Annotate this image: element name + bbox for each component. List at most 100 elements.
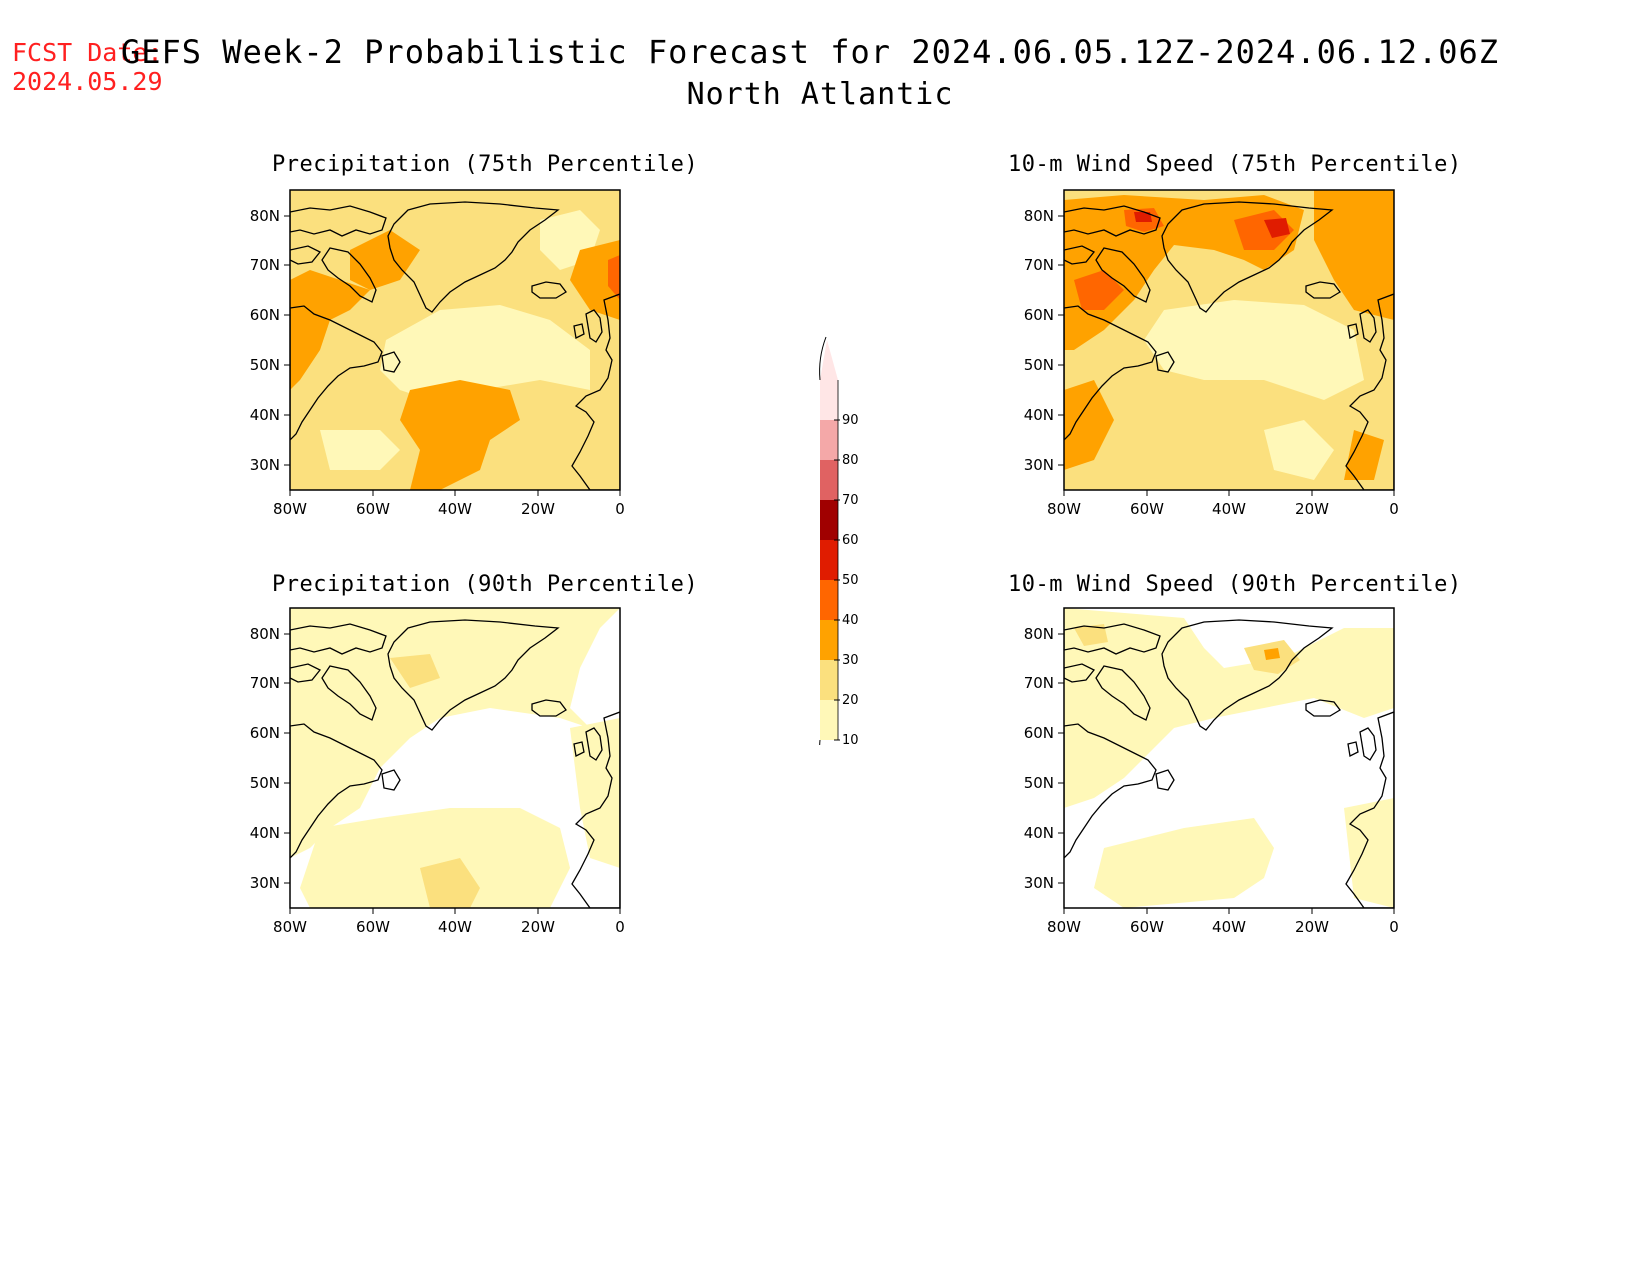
coastline (1064, 723, 1157, 859)
probability-shading (1314, 190, 1394, 320)
lat-label: 40N (1024, 406, 1054, 424)
colorbar-label: 40 (842, 613, 859, 628)
coastline (1064, 623, 1161, 655)
lat-label: 80N (250, 625, 280, 643)
main-title: GEFS Week-2 Probabilistic Forecast for 2… (120, 33, 1500, 71)
colorbar-swatch (820, 660, 838, 700)
lon-label: 20W (1295, 500, 1329, 518)
coastline (1155, 351, 1175, 373)
lat-label: 60N (250, 306, 280, 324)
coastline (1345, 293, 1394, 490)
colorbar-swatch (820, 620, 838, 660)
lat-label: 40N (250, 824, 280, 842)
coastline (290, 623, 387, 655)
lon-label: 20W (521, 500, 555, 518)
coastline (571, 711, 620, 908)
probability-shading (1264, 420, 1334, 480)
lat-label: 30N (1024, 456, 1054, 474)
coastline (1064, 305, 1157, 441)
lon-label: 20W (1295, 918, 1329, 936)
colorbar-label: 50 (842, 573, 859, 588)
colorbar-swatch (820, 380, 838, 420)
colorbar-top-end (820, 340, 838, 380)
coastline (387, 201, 560, 313)
coastline (1064, 245, 1096, 265)
lat-label: 70N (250, 674, 280, 692)
panel-title-precip-90: Precipitation (90th Percentile) (272, 572, 699, 597)
colorbar-legend: 10 20 30 40 50 60 70 80 90 (819, 336, 859, 745)
probability-shading (1144, 300, 1364, 400)
coastline (1345, 711, 1394, 908)
colorbar-label: 80 (842, 453, 859, 468)
coastline (290, 723, 383, 859)
probability-shading (320, 430, 400, 470)
lat-label: 70N (1024, 674, 1054, 692)
coastline (321, 247, 377, 303)
coastline (290, 663, 322, 683)
coastline (585, 727, 603, 761)
fcst-label: FCST Date: (12, 38, 163, 67)
lat-label: 70N (1024, 256, 1054, 274)
wind-75-map: 80N 70N 60N 50N 40N 30N 80W 60W 40W 20W 0 (1024, 189, 1399, 518)
lon-label: 60W (356, 918, 390, 936)
lat-label: 50N (1024, 356, 1054, 374)
probability-shading (290, 608, 620, 858)
colorbar-swatch (820, 700, 838, 740)
colorbar-label: 10 (842, 733, 859, 745)
lat-label: 30N (250, 456, 280, 474)
coastline (1095, 665, 1151, 721)
coastline (1347, 323, 1359, 339)
forecast-date-label: FCST Date: 2024.05.29 (12, 38, 163, 96)
map-plot-area (290, 190, 620, 490)
coastline (1064, 205, 1161, 237)
coastline (1161, 619, 1334, 731)
lat-label: 40N (1024, 824, 1054, 842)
probability-shading (1074, 270, 1124, 310)
colorbar-top-edge (819, 336, 827, 381)
lon-label: 0 (1389, 918, 1399, 936)
lat-label: 50N (250, 356, 280, 374)
lat-label: 30N (1024, 874, 1054, 892)
coastline (381, 351, 401, 373)
lon-label: 80W (1047, 500, 1081, 518)
lon-label: 0 (1389, 500, 1399, 518)
coastline (1305, 281, 1341, 299)
colorbar-swatch (820, 460, 838, 500)
probability-shading (608, 255, 620, 300)
lat-label: 60N (250, 724, 280, 742)
lat-label: 80N (1024, 625, 1054, 643)
colorbar-label: 20 (842, 693, 859, 708)
fcst-date: 2024.05.29 (12, 67, 163, 96)
coastline (290, 305, 383, 441)
probability-shading (1074, 624, 1108, 646)
precip-90-map: 80N 70N 60N 50N 40N 30N 80W 60W 40W 20W 0 (250, 607, 625, 936)
coastline (321, 665, 377, 721)
lon-label: 80W (1047, 918, 1081, 936)
lon-label: 60W (356, 500, 390, 518)
lon-label: 60W (1130, 500, 1164, 518)
colorbar-label: 30 (842, 653, 859, 668)
coastline (573, 323, 585, 339)
coastline (1359, 727, 1377, 761)
lon-label: 0 (615, 500, 625, 518)
colorbar-label: 90 (842, 413, 859, 428)
probability-shading (1344, 430, 1384, 480)
lat-label: 70N (250, 256, 280, 274)
map-plot-area (290, 608, 620, 908)
colorbar-label: 60 (842, 533, 859, 548)
lon-label: 80W (273, 918, 307, 936)
colorbar-swatch (820, 580, 838, 620)
probability-shading (1264, 648, 1280, 660)
coastline (290, 245, 322, 265)
coastline (585, 309, 603, 343)
coastline (1161, 201, 1334, 313)
region-title: North Atlantic (686, 77, 954, 112)
lon-label: 40W (438, 918, 472, 936)
lat-label: 40N (250, 406, 280, 424)
lat-label: 80N (250, 207, 280, 225)
lat-label: 60N (1024, 724, 1054, 742)
panel-title-wind-90: 10-m Wind Speed (90th Percentile) (1008, 572, 1462, 597)
coastline (531, 281, 567, 299)
coastline (290, 205, 387, 237)
precip-75-map: 80N 70N 60N 50N 40N 30N 80W 60W 40W 20W 0 (250, 189, 625, 518)
